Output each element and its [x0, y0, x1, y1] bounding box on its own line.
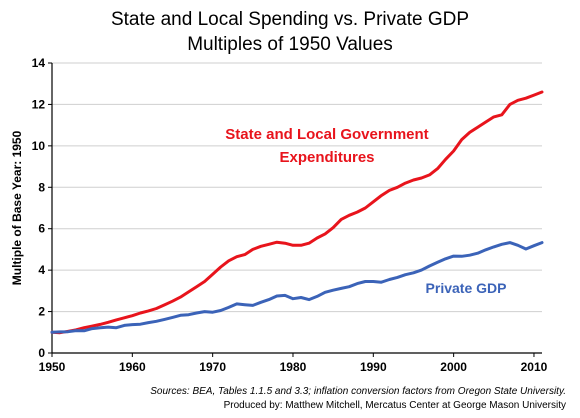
x-tick-label: 2010 — [521, 360, 548, 374]
grid-lines — [52, 62, 542, 313]
state-local-series-label-line2: Expenditures — [279, 149, 374, 166]
y-tick-label: 6 — [38, 222, 45, 236]
y-tick-label: 10 — [32, 139, 46, 153]
chart-title-line1: State and Local Spending vs. Private GDP — [110, 9, 470, 30]
private-gdp-line — [50, 241, 544, 334]
state-local-series-label-line1: State and Local Government — [225, 126, 428, 143]
axes — [48, 62, 542, 357]
x-tick-labels: 1950 1960 1970 1980 1990 2000 2010 — [39, 360, 548, 374]
x-tick-label: 1960 — [119, 360, 146, 374]
source-note: Sources: BEA, Tables 1.1.5 and 3.3; infl… — [150, 386, 566, 397]
y-tick-label: 2 — [38, 305, 45, 319]
y-tick-label: 14 — [32, 56, 46, 70]
series-lines — [50, 90, 544, 335]
private-gdp-series-label: Private GDP — [426, 280, 507, 296]
y-tick-label: 4 — [38, 263, 45, 277]
y-axis-label: Multiple of Base Year: 1950 — [10, 130, 24, 285]
y-tick-labels: 0 2 4 6 8 10 12 14 — [32, 56, 46, 360]
x-tick-label: 2000 — [440, 360, 467, 374]
x-tick-label: 1980 — [280, 360, 307, 374]
y-tick-label: 12 — [32, 97, 46, 111]
y-tick-label: 0 — [38, 346, 45, 360]
chart-title-line2: Multiples of 1950 Values — [187, 34, 393, 55]
y-tick-label: 8 — [38, 180, 45, 194]
producer-note: Produced by: Matthew Mitchell, Mercatus … — [223, 400, 566, 411]
state-local-expenditures-line — [50, 90, 544, 335]
x-tick-label: 1970 — [199, 360, 226, 374]
x-tick-label: 1990 — [360, 360, 387, 374]
x-tick-label: 1950 — [39, 360, 66, 374]
